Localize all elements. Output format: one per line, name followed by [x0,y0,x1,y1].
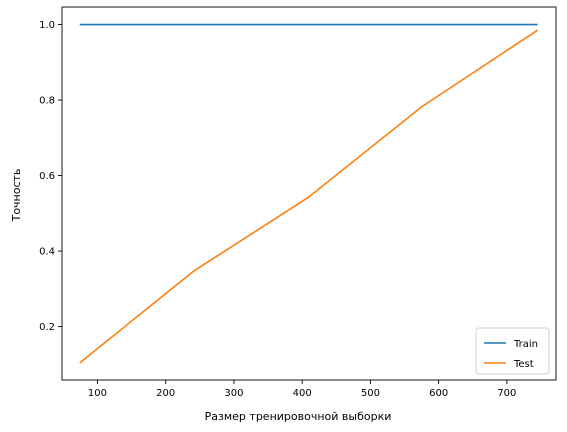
x-tick-label: 500 [361,388,380,399]
y-axis-label: Точность [10,169,23,223]
series-line-test [79,29,539,364]
y-tick-label: 0.6 [39,171,55,182]
legend-label-train: Train [513,339,538,350]
x-tick-label: 300 [224,388,243,399]
x-tick-label: 600 [429,388,448,399]
legend: Train Test [475,327,550,375]
axes: 100 200 300 400 500 600 700 0.2 0.4 0.6 0.8 1.0 [39,6,557,399]
y-tick-label: 0.4 [39,247,55,258]
x-tick-label: 200 [156,388,175,399]
legend-label-test: Test [513,359,534,370]
axes-frame [61,6,557,381]
legend-box [475,327,550,375]
x-tick-label: 700 [497,388,516,399]
plot-area [79,23,539,364]
y-tick-label: 0.2 [39,322,55,333]
y-tick-label: 1.0 [39,20,55,31]
x-axis-label: Размер тренировочной выборки [205,410,392,423]
x-tick-label: 400 [293,388,312,399]
y-tick-label: 0.8 [39,96,55,107]
x-tick-label: 100 [88,388,107,399]
